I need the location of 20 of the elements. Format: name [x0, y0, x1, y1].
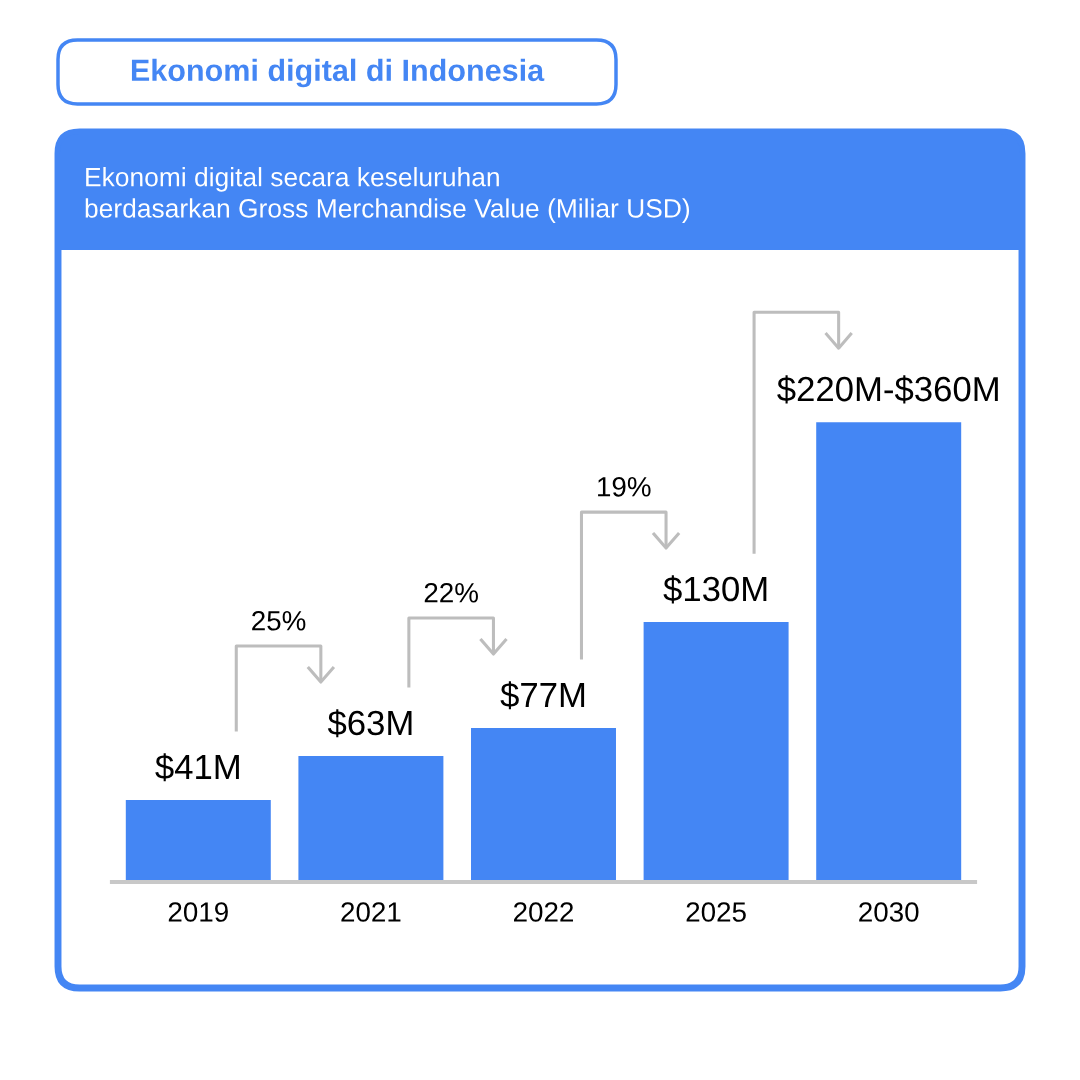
- bar: [643, 622, 789, 882]
- bar: [471, 728, 616, 882]
- data-label: $77M: [500, 681, 585, 710]
- data-label: $41M: [155, 753, 239, 782]
- data-label: $130M: [663, 575, 767, 604]
- bar: [125, 800, 271, 882]
- chart-subtitle: Ekonomi digital secara keseluruhan berdasarkan Gross Merchandise Value (Miliar USD): [85, 167, 690, 223]
- x-tick-label: 2021: [341, 902, 401, 922]
- annotation: $220M-$360M: [777, 375, 998, 404]
- x-tick-label: 2022: [514, 902, 574, 922]
- x-tick-label: 2025: [686, 902, 746, 922]
- annotation: 19%: [598, 476, 651, 497]
- bar: [816, 422, 962, 882]
- annotation: 25%: [252, 610, 306, 631]
- data-label: $63M: [327, 709, 412, 738]
- annotation: 22%: [424, 582, 478, 603]
- bar: [298, 756, 444, 882]
- x-tick-label: 2019: [168, 902, 228, 922]
- x-tick-label: 2030: [859, 902, 919, 922]
- chart-title: Ekonomi digital di Indonesia: [131, 58, 545, 88]
